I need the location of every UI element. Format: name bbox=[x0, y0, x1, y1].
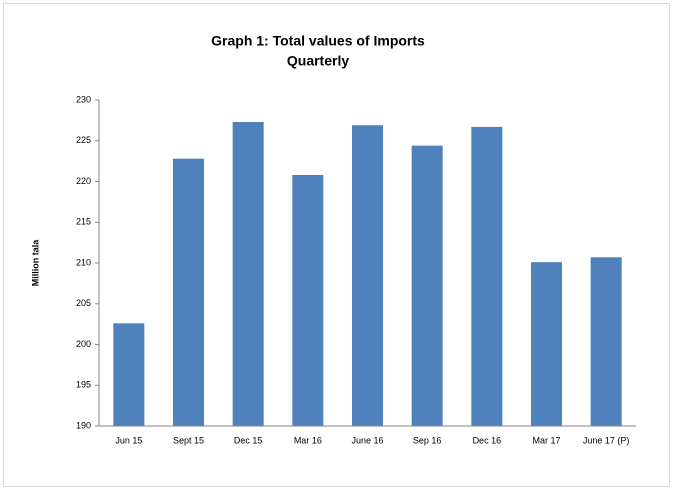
y-tick-label: 220 bbox=[76, 176, 91, 186]
x-tick-label: Dec 15 bbox=[234, 435, 263, 445]
bar bbox=[232, 122, 264, 426]
x-tick-label: Dec 16 bbox=[473, 435, 502, 445]
y-tick-label: 210 bbox=[76, 257, 91, 267]
bar bbox=[590, 257, 622, 426]
y-axis-label: Million tala bbox=[30, 239, 40, 286]
x-tick-label: June 16 bbox=[351, 435, 383, 445]
y-tick-label: 200 bbox=[76, 339, 91, 349]
y-tick-label: 230 bbox=[76, 94, 91, 104]
x-tick-label: Mar 17 bbox=[532, 435, 560, 445]
y-tick-label: 225 bbox=[76, 135, 91, 145]
x-tick-label: Jun 15 bbox=[115, 435, 142, 445]
bar bbox=[351, 125, 384, 426]
y-tick-label: 190 bbox=[76, 420, 91, 430]
chart-title: Graph 1: Total values of Imports bbox=[211, 33, 425, 49]
x-tick-label: Mar 16 bbox=[294, 435, 322, 445]
chart-border bbox=[3, 3, 670, 487]
y-tick-label: 195 bbox=[76, 380, 91, 390]
x-tick-label: Sept 15 bbox=[173, 435, 204, 445]
bar bbox=[530, 262, 563, 426]
bar bbox=[292, 174, 324, 426]
x-tick-label: June 17 (P) bbox=[583, 435, 630, 445]
bar bbox=[411, 145, 443, 426]
y-tick-label: 205 bbox=[76, 298, 91, 308]
bar bbox=[172, 158, 205, 426]
bar bbox=[113, 323, 145, 426]
y-tick-label: 215 bbox=[76, 217, 91, 227]
x-tick-label: Sep 16 bbox=[413, 435, 442, 445]
bar bbox=[471, 126, 503, 427]
chart-title: Quarterly bbox=[287, 53, 349, 69]
